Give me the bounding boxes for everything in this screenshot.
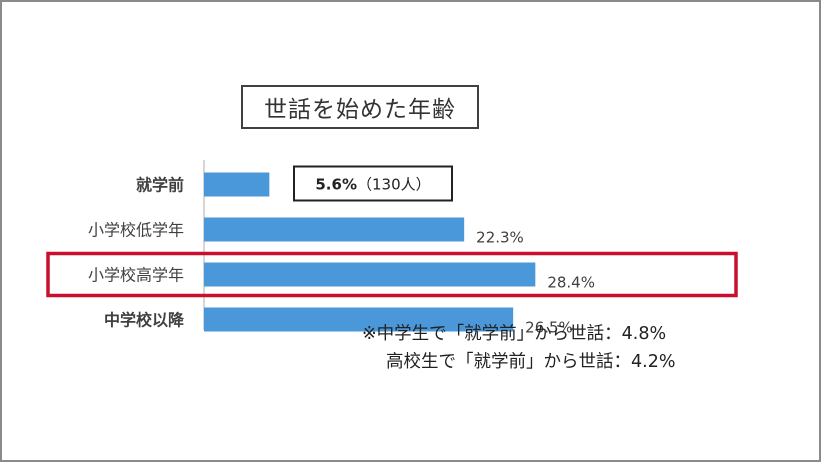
category-label: 中学校以降	[104, 311, 185, 330]
footnote: ※中学生で「就学前」から世話：4.8% 高校生で「就学前」から世話：4.2%	[362, 320, 675, 376]
category-label: 小学校高学年	[88, 266, 184, 285]
highlight-frame	[46, 251, 738, 298]
data-label: 22.3%	[476, 229, 524, 247]
data-label: 26.5%	[525, 319, 573, 337]
bar	[204, 307, 514, 332]
bar	[204, 172, 270, 197]
category-label: 就学前	[136, 176, 184, 195]
chart-title: 世話を始めた年齢	[241, 85, 479, 129]
value-callout-box	[293, 165, 453, 202]
category-label: 小学校低学年	[88, 221, 184, 240]
bar	[204, 217, 465, 242]
footnote-line-1: ※中学生で「就学前」から世話：4.8%	[362, 324, 667, 344]
footnote-line-2: 高校生で「就学前」から世話：4.2%	[386, 352, 676, 372]
bar	[204, 262, 536, 287]
data-label: 28.4%	[547, 274, 595, 292]
data-label: 5.6%（130人）	[315, 176, 430, 194]
